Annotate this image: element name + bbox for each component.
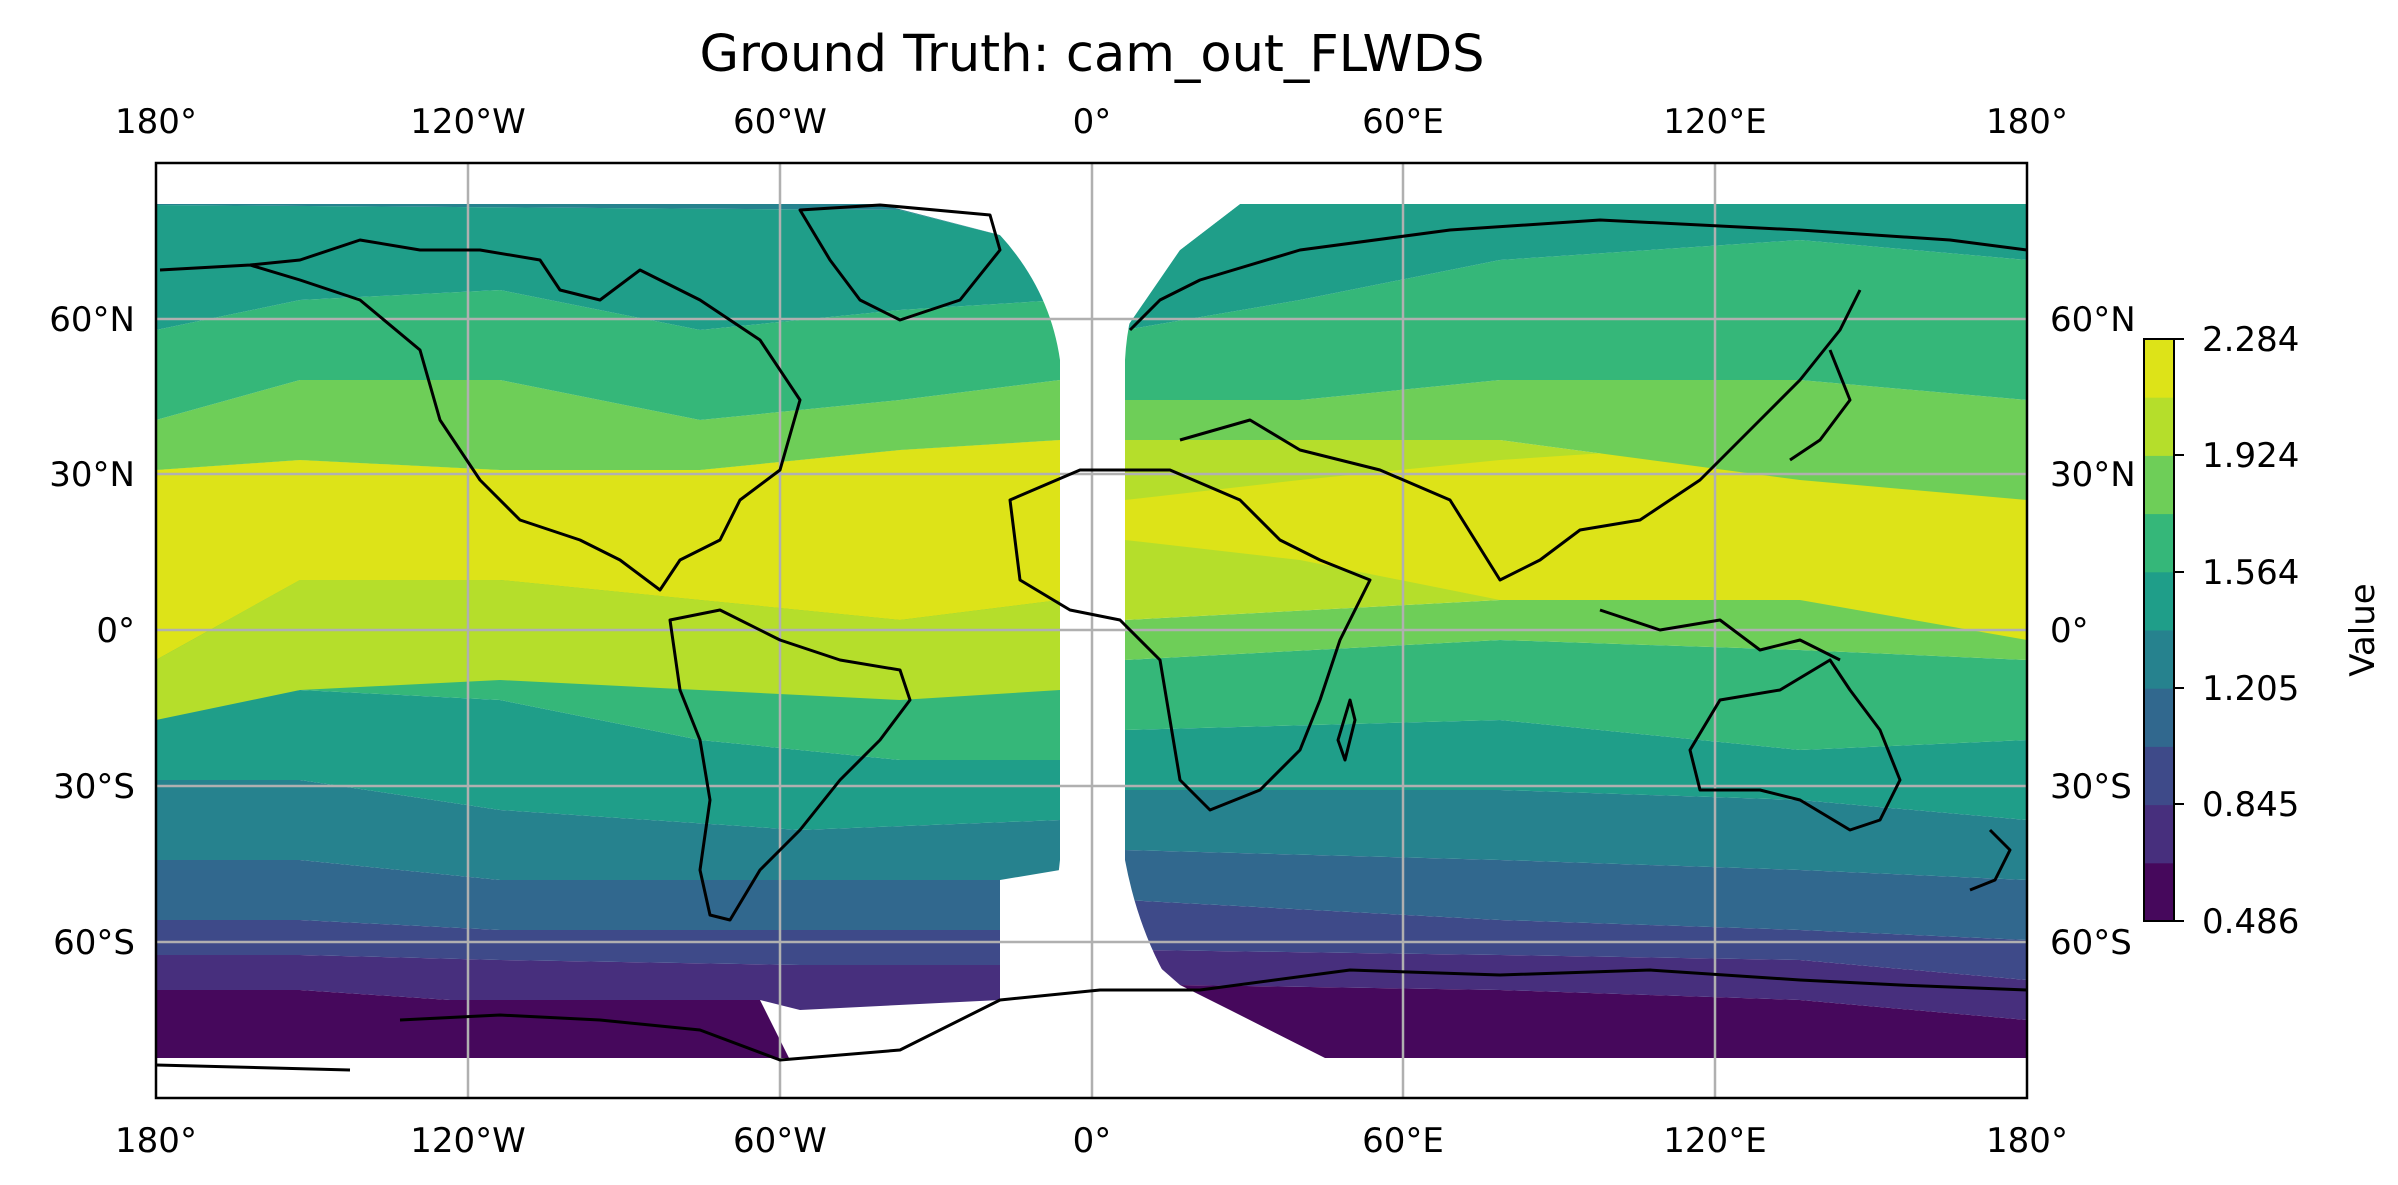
lat-label-right: 30°N: [2050, 455, 2136, 495]
colorbar-segment: [2144, 688, 2174, 747]
band-south-2: [156, 955, 1000, 1010]
chart-title: Ground Truth: cam_out_FLWDS: [699, 25, 1484, 84]
colorbar-tick-label: 1.205: [2202, 669, 2299, 709]
colorbar-segment: [2144, 513, 2174, 573]
lat-label-left: 60°S: [53, 923, 135, 963]
lon-label-bottom: 120°W: [410, 1121, 526, 1161]
colorbar-tick-label: 1.564: [2202, 553, 2299, 593]
colorbar-segment: [2144, 862, 2174, 922]
map-axes: [154, 161, 2029, 1100]
colorbar-segment: [2144, 397, 2174, 456]
band-mid-8-e: [1125, 590, 2027, 660]
coast-eurasia: [1128, 218, 2027, 582]
colorbar: 2.284 1.924 1.564 1.205 0.845 0.486 Valu…: [2143, 320, 2383, 942]
band-south-dark: [156, 990, 805, 1060]
colorbar-segment: [2144, 804, 2174, 864]
lon-label-top: 0°: [1073, 102, 1112, 142]
band-south-3-e: [1125, 900, 2027, 980]
coast-greenland: [798, 203, 1002, 322]
lon-label-bottom: 120°E: [1663, 1121, 1766, 1161]
lat-label-left: 30°N: [49, 455, 135, 495]
lat-labels-left: 60°N 30°N 0° 30°S 60°S: [49, 300, 135, 963]
coast-south-america: [668, 608, 912, 922]
colorbar-label: Value: [2343, 583, 2383, 676]
coast-indonesia: [1599, 608, 1841, 662]
band-south-6-e: [1125, 720, 2027, 820]
lon-label-top: 180°: [115, 102, 197, 142]
lon-label-top: 60°E: [1362, 102, 1444, 142]
band-south-5-e: [1125, 790, 2027, 880]
tropical-core-e: [1500, 520, 2027, 560]
coast-madagascar: [1336, 698, 1357, 762]
lon-label-bottom: 60°E: [1362, 1121, 1444, 1161]
lon-label-bottom: 0°: [1073, 1121, 1112, 1161]
coast-australia: [1688, 658, 1902, 832]
band-north-8-e: [1125, 380, 2027, 500]
band-north-7: [156, 290, 1060, 420]
band-trop-10: [156, 440, 1060, 660]
colorbar-segment: [2144, 455, 2174, 515]
lon-labels-top: 180° 120°W 60°W 0° 60°E 120°E 180°: [115, 102, 2068, 142]
coast-north-america: [159, 238, 802, 592]
band-north-8: [156, 380, 1060, 470]
field-west: [156, 204, 1060, 1060]
coast-japan: [1789, 349, 1852, 462]
colorbar-segment: [2144, 746, 2174, 806]
colorbar-tick-label: 2.284: [2202, 320, 2299, 360]
lat-label-right: 60°S: [2050, 923, 2132, 963]
lat-label-left: 60°N: [49, 300, 135, 340]
colorbar-ticks: [2174, 338, 2184, 922]
lon-label-top: 60°W: [733, 102, 827, 142]
lon-labels-bottom: 180° 120°W 60°W 0° 60°E 120°E 180°: [115, 1121, 2068, 1161]
band-south-5: [156, 780, 1060, 880]
lat-label-left: 0°: [96, 611, 135, 651]
lat-label-right: 0°: [2050, 611, 2089, 651]
band-south-2-e: [1140, 950, 2027, 1020]
band-north-6: [156, 205, 1060, 330]
lon-label-bottom: 180°: [115, 1121, 197, 1161]
band-south-dark-e: [1180, 985, 2027, 1058]
field-east: [1125, 204, 2027, 1058]
lon-label-bottom: 180°: [1986, 1121, 2068, 1161]
lon-label-top: 180°: [1986, 102, 2068, 142]
lon-label-top: 120°W: [410, 102, 526, 142]
colorbar-segment: [2144, 630, 2174, 689]
colorbar-segment: [2144, 339, 2174, 398]
colorbar-frame: [2143, 338, 2175, 922]
lat-label-right: 30°S: [2050, 767, 2132, 807]
coast-antarctica: [156, 968, 2027, 1072]
band-south-4-e: [1125, 850, 2027, 940]
band-mid-7-e: [1125, 640, 2027, 750]
coast-africa: [1008, 468, 1372, 812]
lat-label-right: 60°N: [2050, 300, 2136, 340]
lat-label-left: 30°S: [53, 767, 135, 807]
colorbar-segment: [2144, 571, 2174, 631]
gridlines: [156, 163, 2027, 1098]
coastlines: [156, 203, 2027, 1072]
lon-label-top: 120°E: [1663, 102, 1766, 142]
colorbar-tick-label: 0.845: [2202, 785, 2299, 825]
colorbar-tick-label: 1.924: [2202, 436, 2299, 476]
lat-labels-right: 60°N 30°N 0° 30°S 60°S: [2050, 300, 2136, 963]
lon-label-bottom: 60°W: [733, 1121, 827, 1161]
map-frame: [154, 161, 2029, 1100]
band-south-6: [156, 690, 1060, 830]
colorbar-tick-label: 0.486: [2202, 902, 2299, 942]
coast-new-zealand: [1969, 828, 2012, 892]
band-south-4: [156, 860, 1000, 930]
band-north-6-e: [1125, 204, 2027, 330]
band-trop-9b: [156, 580, 1060, 720]
field-layer: [156, 163, 2027, 1098]
colorbar-segments: [2144, 339, 2174, 922]
